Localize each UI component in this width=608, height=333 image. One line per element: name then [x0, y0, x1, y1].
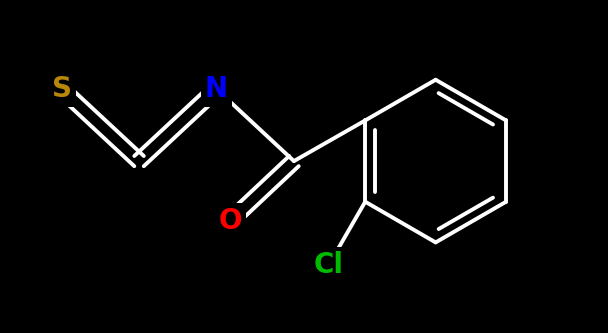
- Text: Cl: Cl: [314, 251, 344, 279]
- Text: N: N: [205, 75, 228, 103]
- Text: S: S: [52, 75, 72, 103]
- Text: O: O: [219, 207, 242, 235]
